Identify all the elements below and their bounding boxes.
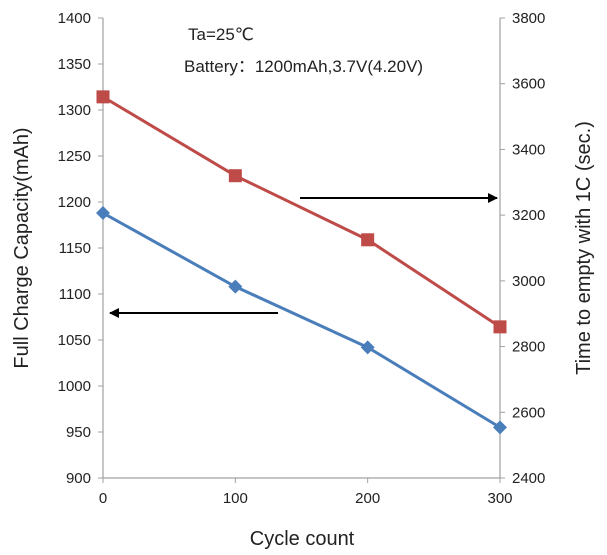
right-tick-label: 2600	[512, 404, 545, 421]
left-tick-label: 1350	[58, 56, 91, 73]
left-tick-label: 900	[66, 470, 91, 487]
right-tick-label: 3200	[512, 207, 545, 224]
right-tick-label: 3400	[512, 141, 545, 158]
right-tick-label: 3000	[512, 273, 545, 290]
series-layer	[96, 90, 507, 435]
right-tick-label: 2400	[512, 470, 545, 487]
left-axis-title: Full Charge Capacity(mAh)	[11, 127, 33, 368]
left-tick-label: 1200	[58, 194, 91, 211]
right-tick-label: 3600	[512, 76, 545, 93]
series-1-point	[228, 279, 243, 294]
series-2-point	[228, 169, 242, 183]
left-tick-label: 1250	[58, 148, 91, 165]
series-2-point	[96, 90, 110, 104]
x-tick-label: 200	[355, 490, 380, 507]
series-1-point	[493, 420, 507, 435]
left-tick-label: 1300	[58, 102, 91, 119]
left-axis-ticks: 900 950 1000 1050 1100 1150 1200 1250 1300 1350 14…	[58, 10, 103, 487]
left-tick-label: 1400	[58, 10, 91, 27]
x-tick-label: 300	[487, 490, 512, 507]
right-axis-title: Time to empty with 1C (sec.)	[573, 121, 595, 375]
annotation-temperature: Ta=25℃	[188, 25, 254, 44]
right-tick-label: 2800	[512, 339, 545, 356]
left-tick-label: 1150	[59, 240, 91, 257]
left-tick-label: 1100	[59, 286, 91, 303]
left-tick-label: 1050	[58, 332, 91, 349]
series-1-point	[360, 340, 375, 355]
arrows	[109, 193, 498, 318]
x-axis-ticks: 0 100 200 300	[99, 478, 513, 507]
axes	[102, 18, 501, 479]
x-axis-title: Cycle count	[250, 528, 355, 550]
series-1-line	[102, 211, 501, 429]
annotation-battery: Battery：1200mAh,3.7V(4.20V)	[184, 57, 423, 76]
x-tick-label: 100	[223, 490, 248, 507]
series-2-line	[102, 95, 501, 329]
right-tick-label: 3800	[512, 10, 545, 27]
right-axis-ticks: 2400 2600 2800 3000 3200 3400 3600 3800	[500, 10, 545, 487]
series-1-point	[96, 206, 110, 221]
series-2-point	[493, 320, 507, 334]
series-2-point	[361, 233, 375, 247]
x-tick-label: 0	[99, 490, 107, 507]
left-tick-label: 950	[66, 424, 91, 441]
left-tick-label: 1000	[58, 378, 91, 395]
